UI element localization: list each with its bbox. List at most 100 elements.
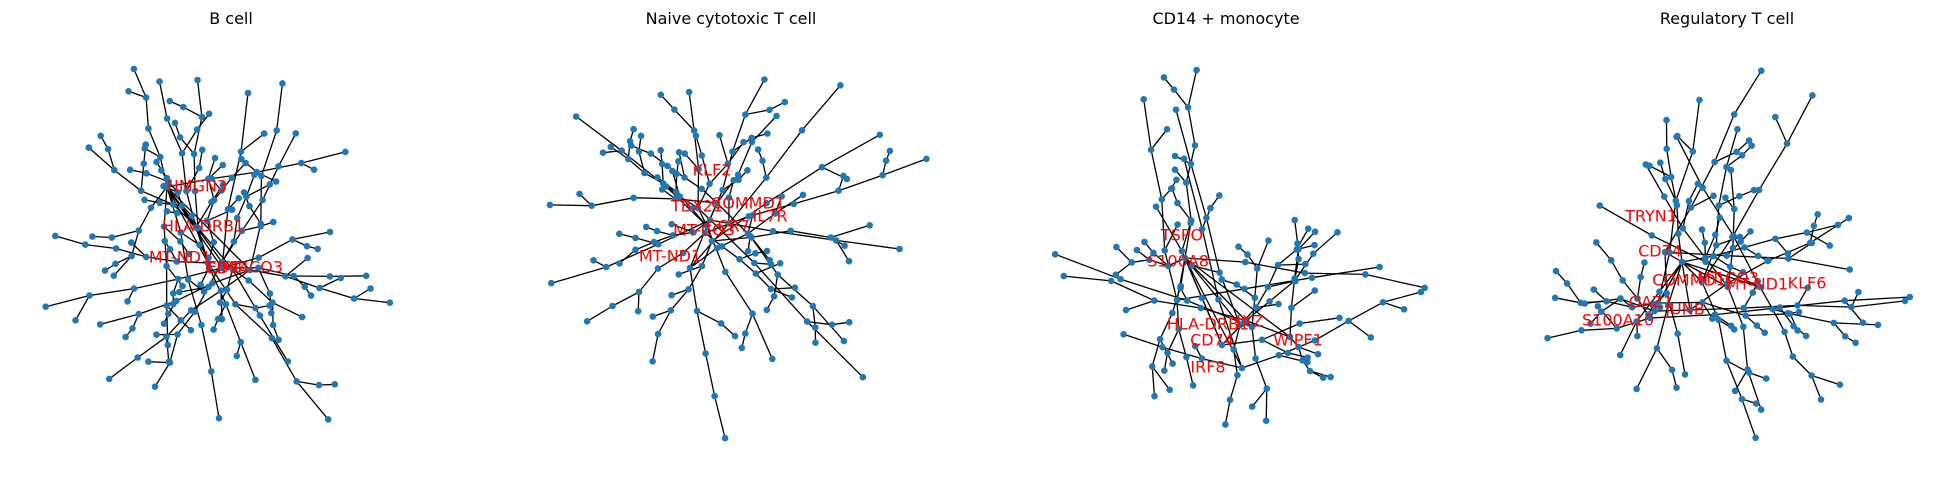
network-node xyxy=(599,149,607,156)
network-node xyxy=(1830,319,1838,327)
network-node xyxy=(1334,229,1341,236)
network-edge xyxy=(1790,313,1834,324)
network-edge xyxy=(1221,339,1263,346)
network-node xyxy=(222,300,230,308)
network-edge xyxy=(1636,348,1658,390)
network-node xyxy=(252,304,259,312)
network-node xyxy=(1294,240,1301,247)
network-node xyxy=(174,189,182,196)
network-node xyxy=(706,216,714,224)
network-node xyxy=(1619,277,1626,284)
network-node xyxy=(188,212,196,220)
network-node xyxy=(163,302,170,309)
network-node xyxy=(635,288,643,296)
network-edge xyxy=(1159,312,1173,340)
network-node xyxy=(184,276,192,283)
network-node xyxy=(632,246,639,254)
network-node xyxy=(1207,204,1214,212)
network-edge xyxy=(1110,280,1155,302)
network-edge xyxy=(612,291,640,307)
network-node xyxy=(1151,297,1158,304)
network-node xyxy=(690,229,697,236)
gene-label: CCR7 xyxy=(706,217,750,236)
network-node xyxy=(812,339,819,347)
network-node xyxy=(1301,269,1309,277)
network-edge xyxy=(689,222,730,269)
network-node xyxy=(165,178,173,186)
network-edge xyxy=(1727,260,1769,284)
network-node xyxy=(609,302,616,310)
network-node xyxy=(1663,145,1670,153)
network-edge xyxy=(1184,257,1253,328)
network-edge xyxy=(724,271,754,315)
network-node xyxy=(725,220,733,227)
network-edge xyxy=(85,243,117,250)
network-edge xyxy=(1616,317,1651,330)
network-edge xyxy=(1184,257,1291,338)
network-node xyxy=(242,159,249,167)
network-node xyxy=(1150,249,1157,257)
network-node xyxy=(314,245,322,253)
network-edge xyxy=(329,275,367,278)
network-edge xyxy=(226,269,234,290)
network-node xyxy=(1802,332,1810,340)
network-edge xyxy=(181,129,198,154)
network-edge xyxy=(1269,280,1296,302)
network-edge xyxy=(1600,298,1621,313)
network-node xyxy=(177,317,184,324)
network-node xyxy=(1673,384,1680,392)
network-node xyxy=(187,326,195,334)
network-nodes xyxy=(42,65,394,423)
network-node xyxy=(1128,259,1135,266)
network-edge xyxy=(1150,149,1163,200)
network-edge xyxy=(1143,99,1152,150)
network-node xyxy=(1710,192,1717,200)
network-node xyxy=(1764,257,1771,265)
network-node xyxy=(52,232,59,240)
network-edge xyxy=(745,109,770,116)
network-node xyxy=(97,132,104,140)
network-node xyxy=(731,332,739,340)
network-node xyxy=(1756,283,1764,291)
network-node xyxy=(163,262,170,270)
network-node xyxy=(1198,294,1206,302)
network-node xyxy=(846,318,853,326)
network-node xyxy=(208,368,215,375)
network-node xyxy=(649,313,657,320)
network-edge xyxy=(1651,234,1706,263)
network-edge xyxy=(682,232,706,254)
network-node xyxy=(72,317,79,324)
network-node xyxy=(1254,265,1261,272)
network-edge xyxy=(1115,246,1133,263)
network-edge xyxy=(1692,99,1701,152)
network-node xyxy=(787,227,794,235)
network-edge xyxy=(45,294,90,308)
network-node xyxy=(698,262,706,270)
network-node xyxy=(1421,284,1428,292)
network-node xyxy=(203,217,211,225)
network-edge xyxy=(115,247,147,258)
gene-label: CD74 xyxy=(205,259,249,278)
network-node xyxy=(1874,321,1882,329)
network-edge xyxy=(772,230,837,242)
network-edge xyxy=(1187,69,1198,108)
network-edge xyxy=(1833,322,1879,326)
network-node xyxy=(145,358,152,366)
network-node xyxy=(1776,304,1784,311)
network-node xyxy=(130,285,138,292)
network-edge xyxy=(1164,224,1179,251)
network-node xyxy=(1379,299,1387,306)
network-node xyxy=(163,208,171,215)
network-node xyxy=(1731,387,1739,395)
network-edge xyxy=(301,151,346,164)
network-edge xyxy=(591,197,634,207)
network-node xyxy=(310,166,318,173)
network-node xyxy=(232,300,239,308)
network-edge xyxy=(696,310,707,354)
network-node xyxy=(142,141,149,148)
network-node xyxy=(1198,355,1206,362)
network-edge xyxy=(660,94,675,111)
network-nodes xyxy=(1051,66,1428,428)
